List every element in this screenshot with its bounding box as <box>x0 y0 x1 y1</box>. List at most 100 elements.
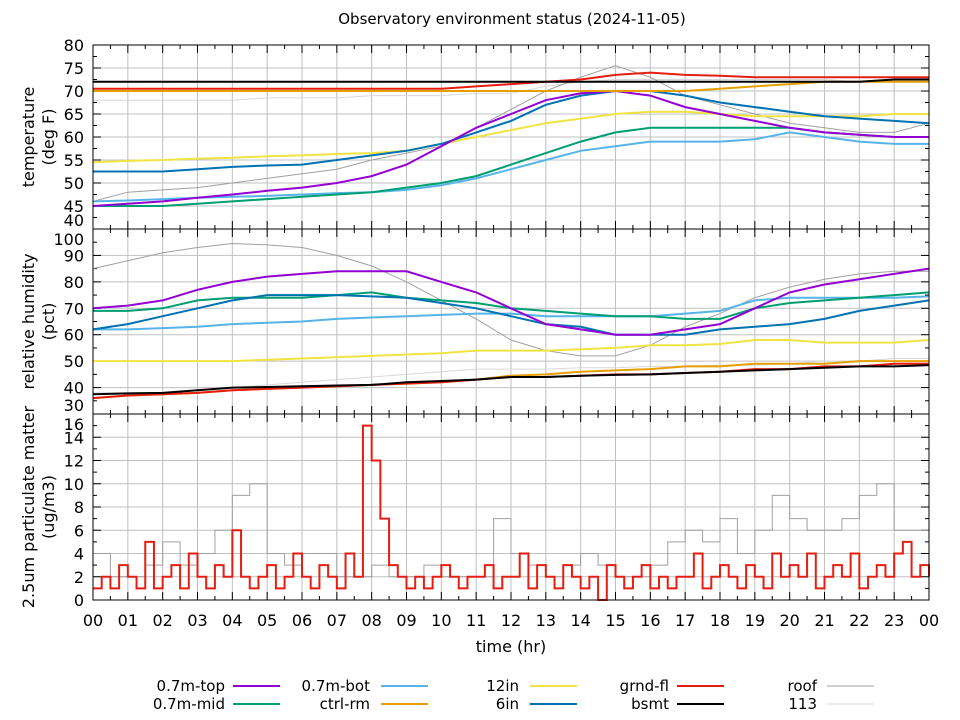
y-axis-label-line: (ug/m3) <box>39 475 58 539</box>
legend-item: ctrl-rm <box>320 695 428 713</box>
x-tick-label: 14 <box>570 611 590 630</box>
legend-label: 113 <box>788 695 817 713</box>
x-tick-label: 02 <box>152 611 172 630</box>
y-tick-label: 100 <box>53 230 84 249</box>
x-tick-label: 03 <box>187 611 207 630</box>
legend-item: 0.7m-top <box>157 677 280 695</box>
series-line-0-7m-top <box>92 89 929 207</box>
x-tick-label: 23 <box>884 611 904 630</box>
legend-item: 6in <box>496 695 577 713</box>
y-axis-label: relative humidity(pct) <box>19 253 58 389</box>
legend-item: 0.7m-mid <box>153 695 280 713</box>
y-tick-label: 8 <box>74 498 84 517</box>
x-axis: 00 01 02 03 04 05 06 07 08 09 10 11 12 13 14 15 16 17 18 19… <box>83 611 939 630</box>
y-tick-label: 65 <box>64 105 84 124</box>
y-tick-label: 40 <box>64 379 84 398</box>
legend-item: 12in <box>486 677 577 695</box>
y-tick-label: 6 <box>74 521 84 540</box>
x-tick-label: 01 <box>118 611 138 630</box>
legend-item: grnd-fl <box>620 677 724 695</box>
x-tick-label: 19 <box>745 611 765 630</box>
panel-border <box>92 413 930 601</box>
legend-item: bsmt <box>631 695 724 713</box>
y-axis-label-line: (pct) <box>39 303 58 341</box>
x-axis-label: time (hr) <box>476 637 546 656</box>
y-tick-label: 14 <box>64 428 84 447</box>
series-line-grnd-fl <box>93 71 929 90</box>
y-tick-label: 70 <box>64 299 84 318</box>
y-tick-label: 80 <box>64 36 84 55</box>
legend-item: roof <box>788 677 874 695</box>
chart-title: Observatory environment status (2024-11-… <box>338 10 686 28</box>
y-tick-label: 40 <box>64 211 84 230</box>
legend-label: 12in <box>486 677 519 695</box>
x-tick-label: 18 <box>710 611 730 630</box>
y-tick-label: 90 <box>64 246 84 265</box>
y-tick-label: 4 <box>74 545 84 564</box>
y-axis-label-line: 2.5um particulate matter <box>19 405 38 608</box>
series-line-0-7m-bot <box>93 295 930 331</box>
series-line-6in <box>92 294 930 336</box>
series-line-roof <box>92 65 930 202</box>
x-tick-label: 09 <box>396 611 416 630</box>
x-tick-label: 16 <box>640 611 660 630</box>
x-tick-label: 10 <box>431 611 451 630</box>
y-tick-label: 55 <box>64 151 84 170</box>
legend-label: 0.7m-bot <box>302 677 371 695</box>
x-tick-label: 22 <box>849 611 869 630</box>
y-axis-label-line: temperature <box>19 87 38 188</box>
x-tick-label: 08 <box>361 611 381 630</box>
x-tick-label: 12 <box>501 611 521 630</box>
series-line-bsmt <box>92 364 930 396</box>
y-tick-label: 2 <box>74 568 84 587</box>
series-line-12in <box>92 110 929 164</box>
series-line-ctrl-rm <box>93 80 929 92</box>
x-tick-label: 21 <box>814 611 834 630</box>
legend-item: 113 <box>788 695 874 713</box>
series-line-roof <box>92 242 929 357</box>
series-line-bsmt <box>93 78 929 83</box>
series-line-0-7m-top <box>92 267 930 336</box>
x-tick-label: 00 <box>919 611 939 630</box>
x-tick-label: 13 <box>536 611 556 630</box>
y-tick-label: 70 <box>64 82 84 101</box>
x-tick-label: 20 <box>779 611 799 630</box>
series-line-12in <box>93 339 930 363</box>
y-tick-label: 10 <box>64 475 84 494</box>
y-tick-label: 12 <box>64 452 84 471</box>
legend-label: 0.7m-mid <box>153 695 225 713</box>
x-tick-label: 06 <box>292 611 312 630</box>
y-tick-label: 50 <box>64 352 84 371</box>
legend-label: ctrl-rm <box>320 695 370 713</box>
y-axis-label-line: relative humidity <box>19 253 38 389</box>
legend-label: bsmt <box>631 695 669 713</box>
y-tick-label: 75 <box>64 59 84 78</box>
y-tick-label: 60 <box>64 128 84 147</box>
y-tick-label: 45 <box>64 197 84 216</box>
y-tick-label: 16 <box>64 415 84 434</box>
legend-label: 0.7m-top <box>157 677 225 695</box>
series-line-0-7m-bot <box>92 131 929 203</box>
x-tick-label: 04 <box>222 611 242 630</box>
y-tick-label: 30 <box>64 396 84 415</box>
y-axis-label: 2.5um particulate matter(ug/m3) <box>19 405 58 608</box>
y-tick-label: 80 <box>64 273 84 292</box>
x-tick-label: 00 <box>83 611 103 630</box>
y-axis-label-line: (deg F) <box>39 109 58 166</box>
series-line-113 <box>93 79 929 101</box>
series-line-grnd-fl <box>93 424 930 601</box>
y-tick-label: 50 <box>64 174 84 193</box>
x-tick-label: 11 <box>466 611 486 630</box>
x-tick-label: 05 <box>257 611 277 630</box>
legend-label: grnd-fl <box>620 677 669 695</box>
legend-label: roof <box>788 677 818 695</box>
x-tick-label: 17 <box>675 611 695 630</box>
y-tick-label: 0 <box>74 591 84 610</box>
legend-item: 0.7m-bot <box>302 677 428 695</box>
